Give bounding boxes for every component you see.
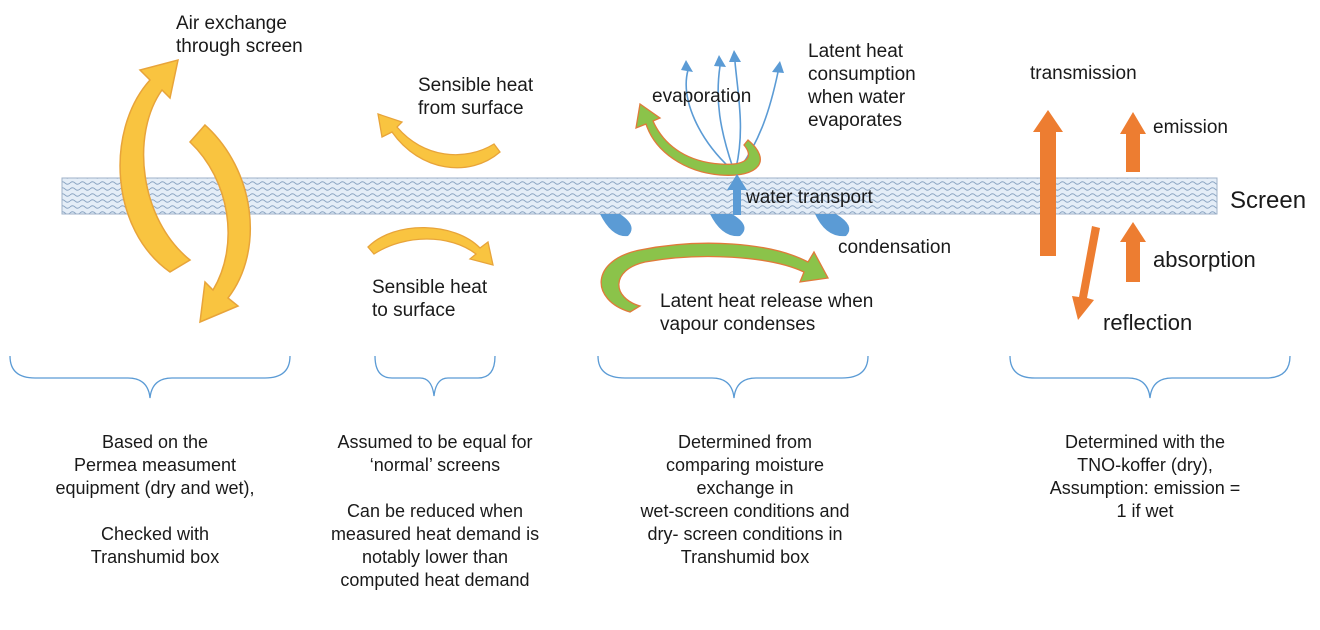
latent-consumption-arrow bbox=[635, 102, 761, 176]
sensible-to-label: Sensible heat to surface bbox=[372, 277, 488, 321]
brace-air bbox=[9, 355, 291, 399]
note-latent: Determined from comparing moisture exchang… bbox=[640, 432, 850, 567]
air-exchange-down-arrow bbox=[188, 123, 252, 324]
screen-band bbox=[61, 177, 1218, 215]
latent-release-arrow bbox=[600, 242, 830, 313]
note-air: Based on the Permea measument equipment (d… bbox=[55, 432, 255, 567]
absorption-label: absorption bbox=[1153, 247, 1256, 272]
sensible-heat-from-arrow bbox=[377, 113, 501, 169]
latent-release-label: Latent heat release when vapour condenses bbox=[660, 291, 874, 335]
sensible-from-label: Sensible heat from surface bbox=[418, 75, 534, 119]
brace-latent bbox=[597, 355, 869, 399]
emission-label: emission bbox=[1153, 117, 1228, 138]
brace-group bbox=[9, 355, 1291, 399]
reflection-label: reflection bbox=[1103, 310, 1193, 335]
condensation-droplets bbox=[600, 214, 850, 237]
latent-consumption-label: Latent heat consumption when water evapora… bbox=[808, 41, 916, 131]
air-exchange-up-arrow bbox=[119, 58, 192, 273]
evaporation-arrowheads bbox=[681, 50, 784, 73]
water-transport-label: water transport bbox=[746, 187, 873, 208]
sensible-heat-to-arrow bbox=[367, 226, 494, 266]
water-transport-arrow bbox=[727, 174, 747, 215]
brace-sensible bbox=[374, 355, 496, 397]
note-sensible: Assumed to be equal for ‘normal’ screens … bbox=[330, 432, 540, 590]
transmission-label: transmission bbox=[1030, 63, 1137, 84]
radiation-arrows bbox=[1033, 110, 1146, 320]
air-exchange-label: Air exchange through screen bbox=[176, 13, 303, 57]
evaporation-label: evaporation bbox=[652, 86, 752, 107]
evaporation-streams bbox=[685, 61, 779, 169]
condensation-label: condensation bbox=[838, 237, 952, 258]
note-radiation: Determined with the TNO-koffer (dry), Ass… bbox=[1049, 432, 1241, 521]
brace-radiation bbox=[1009, 355, 1291, 399]
screen-label: Screen bbox=[1230, 187, 1307, 214]
